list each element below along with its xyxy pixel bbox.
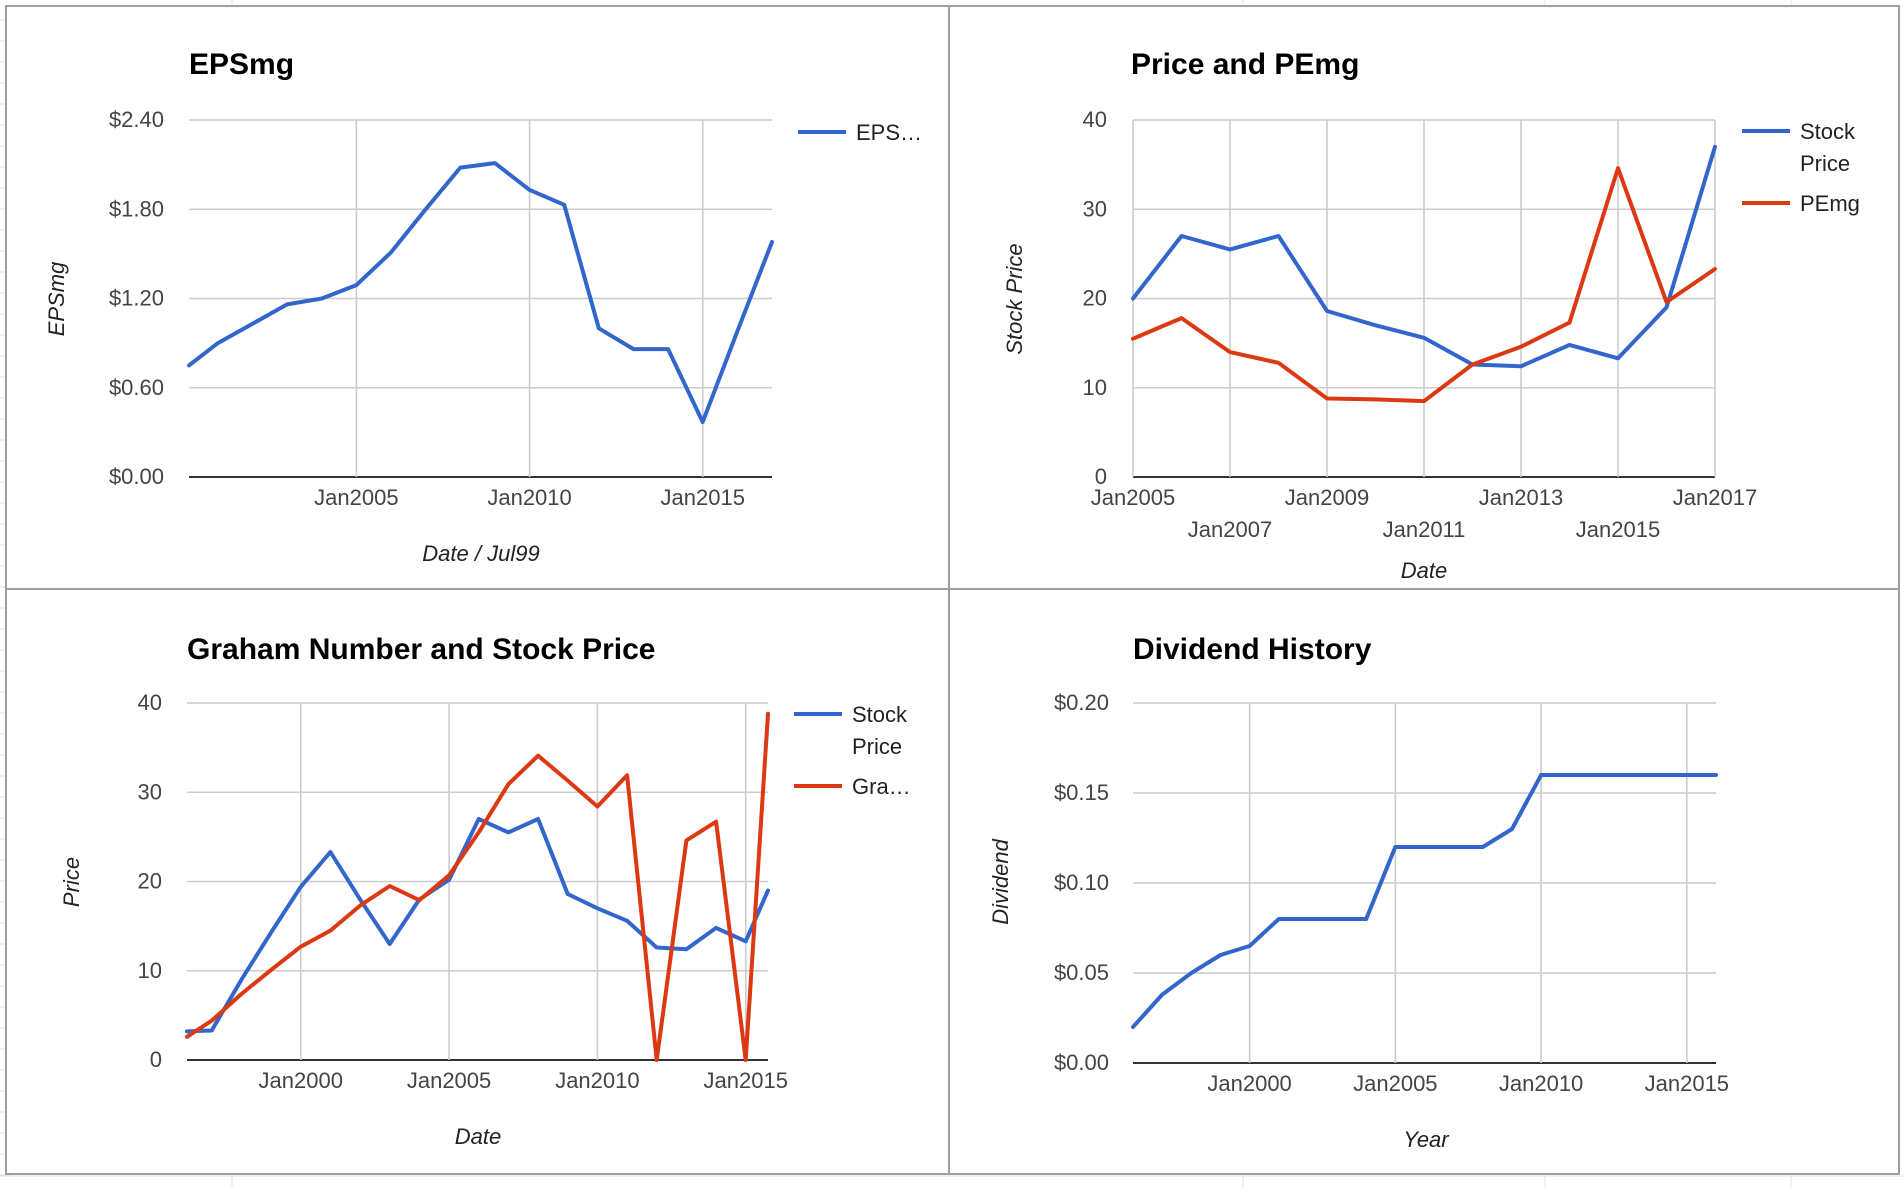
chart-title: Price and PEmg (1131, 48, 1359, 81)
y-tick-label: 30 (1083, 196, 1107, 221)
y-tick-label: $0.10 (1054, 870, 1109, 895)
x-tick-label: Jan2010 (487, 485, 571, 510)
x-tick-label: Jan2015 (1645, 1071, 1729, 1096)
y-axis-title: Dividend (988, 838, 1013, 924)
x-axis-title: Year (1403, 1127, 1450, 1152)
chart-panel-graham-number[interactable]: Graham Number and Stock Price Date Price… (5, 588, 950, 1175)
y-axis-title: EPSmg (44, 261, 69, 336)
x-tick-label: Jan2015 (1576, 517, 1660, 542)
x-tick-label: Jan2010 (555, 1068, 639, 1093)
legend-label: EPS… (856, 120, 922, 145)
legend[interactable]: Stock Price PEmg (1742, 119, 1860, 216)
legend-label: Gra… (852, 774, 911, 799)
y-tick-label: 0 (1095, 464, 1107, 489)
legend-label: Price (1800, 151, 1850, 176)
y-tick-label: $0.15 (1054, 780, 1109, 805)
x-tick-label: Jan2015 (704, 1068, 788, 1093)
chart-title: EPSmg (189, 48, 294, 81)
chart-frame (948, 588, 1900, 1175)
x-axis-title: Date (455, 1124, 501, 1149)
x-axis-title: Date / Jul99 (422, 541, 539, 566)
y-axis-title: Price (59, 857, 84, 907)
x-tick-label: Jan2005 (1091, 485, 1175, 510)
y-tick-label: $0.00 (109, 464, 164, 489)
x-tick-label: Jan2000 (259, 1068, 343, 1093)
y-tick-label: 30 (138, 779, 162, 804)
x-tick-label: Jan2010 (1499, 1071, 1583, 1096)
legend-label: PEmg (1800, 191, 1860, 216)
x-tick-label: Jan2000 (1207, 1071, 1291, 1096)
x-tick-label: Jan2009 (1285, 485, 1369, 510)
plot-area: 0 10 20 30 40 Jan2005 Jan2007 Jan2009 Jan2011 Jan… (1083, 107, 1860, 542)
x-tick-label: Jan2005 (407, 1068, 491, 1093)
chart-panel-dividend-history[interactable]: Dividend History Year Dividend $0.00$0.0… (948, 588, 1900, 1175)
y-axis-title: Stock Price (1002, 243, 1027, 354)
y-tick-label: $0.00 (1054, 1050, 1109, 1075)
x-tick-label: Jan2011 (1383, 517, 1466, 542)
chart-panel-epsmg[interactable]: EPSmg Date / Jul99 EPSmg $0.00 $0.60 $1.20… (5, 5, 950, 590)
x-tick-label: Jan2005 (1353, 1071, 1437, 1096)
x-tick-label: Jan2015 (661, 485, 745, 510)
legend-label: Stock (1800, 119, 1856, 144)
legend[interactable]: Stock Price Gra… (794, 702, 911, 799)
x-axis-title: Date (1401, 558, 1447, 583)
y-tick-label: $1.20 (109, 286, 164, 311)
legend-label: Stock (852, 702, 908, 727)
plot-area: 0 10 20 30 40 Jan2000 Jan2005 Jan2010 Jan2015 Sto… (138, 690, 911, 1093)
y-tick-label: 10 (138, 958, 162, 983)
legend-label: Price (852, 734, 902, 759)
series-line-2[interactable] (185, 711, 770, 1062)
y-tick-label: 40 (138, 690, 162, 715)
series-line-1[interactable] (187, 161, 774, 424)
y-tick-label: 20 (138, 869, 162, 894)
y-tick-label: $0.05 (1054, 960, 1109, 985)
x-tick-label: Jan2007 (1188, 517, 1272, 542)
chart-frame (5, 5, 950, 590)
y-tick-label: 10 (1083, 375, 1107, 400)
legend[interactable]: EPS… (798, 120, 922, 145)
plot-area: $0.00 $0.05 $0.10 $0.15 $0.20 Jan2000 Jan2005 J… (1054, 690, 1729, 1096)
y-tick-label: $0.20 (1054, 690, 1109, 715)
y-tick-label: $2.40 (109, 107, 164, 132)
series-line-1[interactable] (185, 817, 770, 1034)
y-tick-label: 0 (150, 1047, 162, 1072)
chart-title: Graham Number and Stock Price (187, 633, 656, 666)
y-tick-label: $1.80 (109, 196, 164, 221)
y-tick-label: 40 (1083, 107, 1107, 132)
x-tick-label: Jan2005 (314, 485, 398, 510)
plot-area: $0.00 $0.60 $1.20 $1.80 $2.40 Jan2005 Jan2010 J… (109, 107, 922, 510)
x-tick-label: Jan2017 (1673, 485, 1757, 510)
y-tick-label: 20 (1083, 286, 1107, 311)
chart-title: Dividend History (1133, 633, 1372, 666)
chart-panel-price-pemg[interactable]: Price and PEmg Date Stock Price 0 10 20 30 4… (948, 5, 1900, 590)
x-tick-label: Jan2013 (1479, 485, 1563, 510)
y-tick-label: $0.60 (109, 375, 164, 400)
